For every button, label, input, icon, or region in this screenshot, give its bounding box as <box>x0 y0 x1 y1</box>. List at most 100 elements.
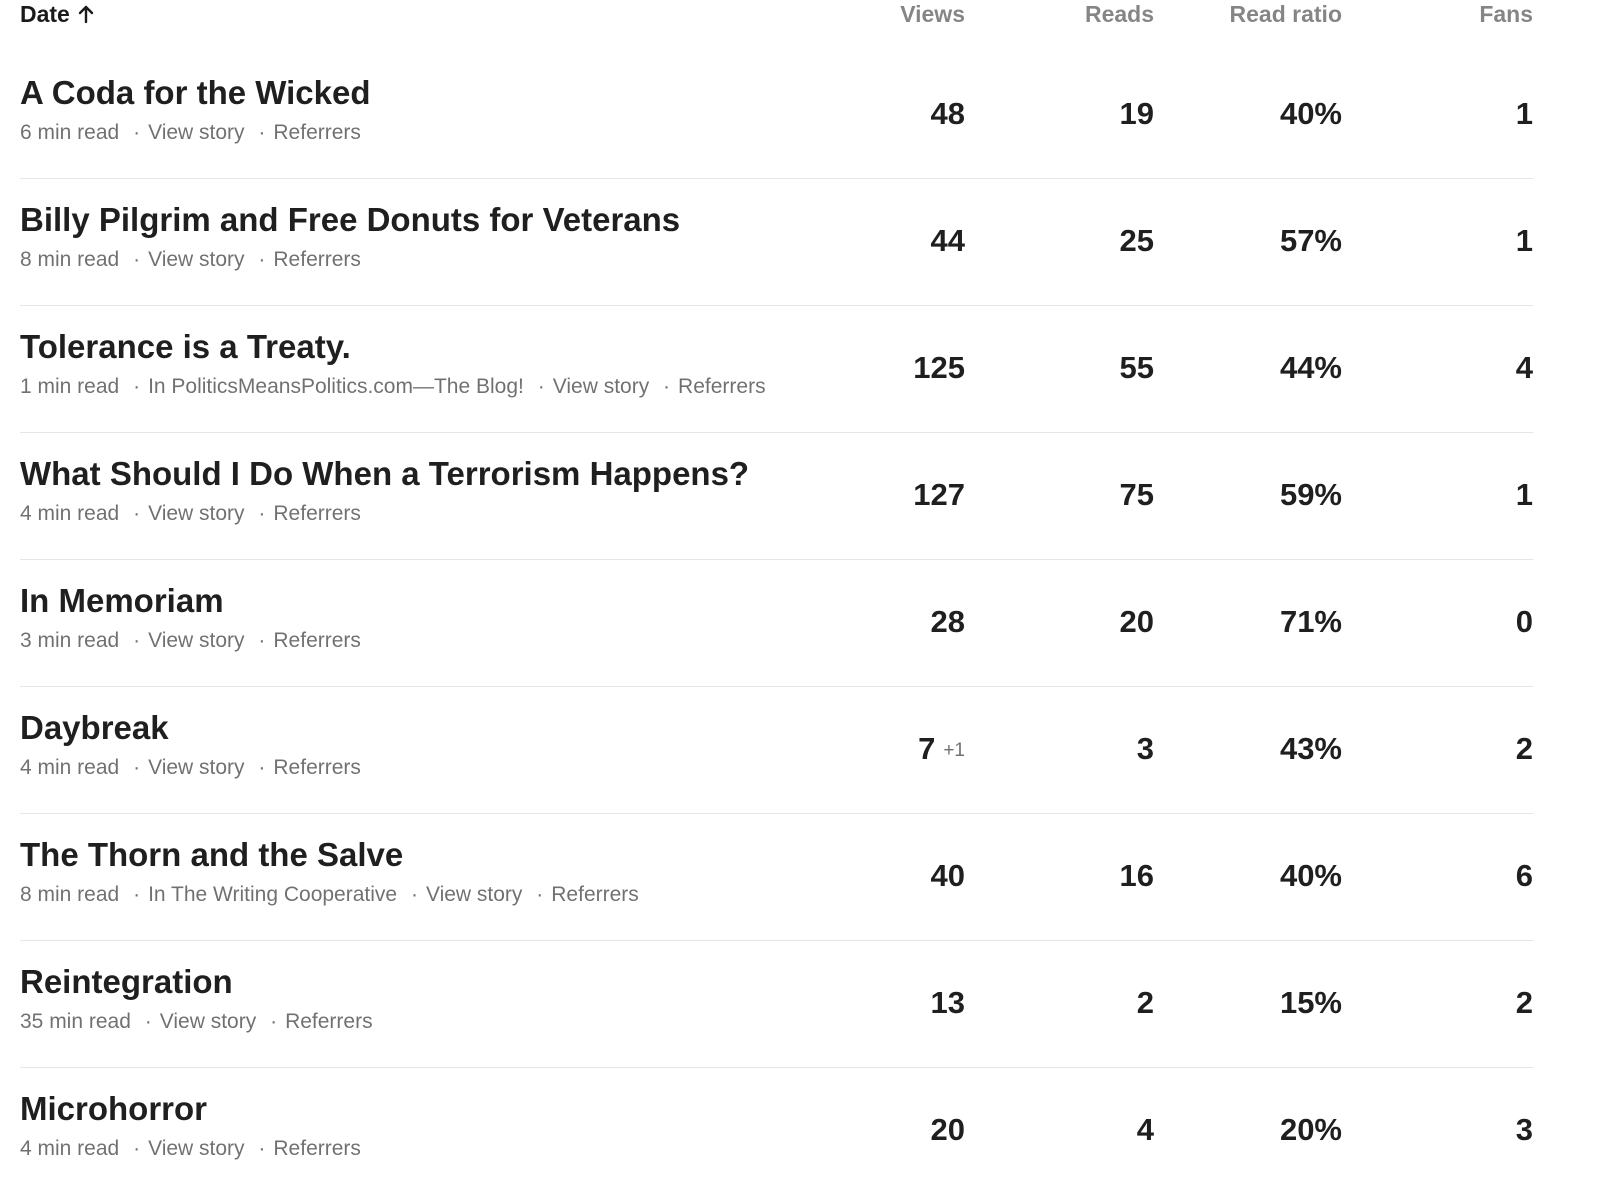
story-meta: 6 min read · View story · Referrers <box>20 119 361 147</box>
read-time: 35 min read <box>20 1010 131 1033</box>
story-title[interactable]: Microhorror <box>20 1090 208 1127</box>
reads-value: 20 <box>1119 604 1154 639</box>
views-value-cell: 48 <box>931 94 965 134</box>
views-value: 40 <box>930 858 965 893</box>
referrers-link[interactable]: Referrers <box>273 756 361 779</box>
views-value: 20 <box>930 1112 965 1147</box>
views-value-cell: 44 <box>931 221 965 261</box>
fans-value: 0 <box>1515 604 1533 639</box>
meta-separator: · <box>536 883 544 906</box>
fans-value: 2 <box>1515 731 1533 766</box>
meta-separator: · <box>144 1010 152 1033</box>
views-value: 48 <box>930 96 965 131</box>
view-story-link[interactable]: View story <box>159 1010 257 1033</box>
views-value-cell: 20 <box>931 1110 965 1150</box>
referrers-link[interactable]: Referrers <box>273 248 361 271</box>
meta-separator: · <box>258 756 266 779</box>
read-ratio-value: 40% <box>1279 96 1342 131</box>
read-ratio-value: 15% <box>1279 985 1342 1020</box>
views-value-cell: 127 <box>913 475 965 515</box>
story-row: The Thorn and the Salve 8 min read · In T… <box>20 814 1533 941</box>
meta-separator: · <box>133 502 141 525</box>
reads-value: 55 <box>1119 350 1154 385</box>
fans-column-header[interactable]: Fans <box>1479 1 1533 27</box>
view-story-link[interactable]: View story <box>552 375 650 398</box>
read-ratio-value: 20% <box>1279 1112 1342 1147</box>
meta-separator: · <box>663 375 671 398</box>
meta-separator: · <box>258 629 266 652</box>
story-meta: 8 min read · In The Writing Cooperative ·… <box>20 881 639 909</box>
date-column-header[interactable]: Date <box>20 0 94 28</box>
story-row: Microhorror 4 min read · View story · Refe… <box>20 1068 1533 1194</box>
story-meta: 8 min read · View story · Referrers <box>20 246 361 274</box>
read-ratio-value: 44% <box>1279 350 1342 385</box>
story-row: What Should I Do When a Terrorism Happen… <box>20 433 1533 560</box>
referrers-link[interactable]: Referrers <box>551 883 639 906</box>
referrers-link[interactable]: Referrers <box>273 502 361 525</box>
fans-value: 1 <box>1515 223 1533 258</box>
views-value-cell: 13 <box>931 983 965 1023</box>
view-story-link[interactable]: View story <box>148 248 245 271</box>
story-meta: 4 min read · View story · Referrers <box>20 1135 361 1163</box>
story-title[interactable]: Tolerance is a Treaty. <box>20 328 351 365</box>
story-title[interactable]: In Memoriam <box>20 582 224 619</box>
meta-separator: · <box>133 375 141 398</box>
story-meta: 4 min read · View story · Referrers <box>20 754 361 782</box>
view-story-link[interactable]: View story <box>148 121 245 144</box>
meta-separator: · <box>258 121 266 144</box>
view-story-link[interactable]: View story <box>425 883 523 906</box>
read-time: 8 min read <box>20 883 120 906</box>
reads-value: 25 <box>1119 223 1154 258</box>
story-title[interactable]: The Thorn and the Salve <box>20 836 404 873</box>
referrers-link[interactable]: Referrers <box>285 1010 373 1033</box>
story-title[interactable]: A Coda for the Wicked <box>20 74 371 111</box>
views-value-cell: 125 <box>913 348 965 388</box>
reads-value: 16 <box>1119 858 1154 893</box>
meta-separator: · <box>258 502 266 525</box>
referrers-link[interactable]: Referrers <box>273 629 361 652</box>
story-row: Reintegration 35 min read · View story · R… <box>20 941 1533 1068</box>
publication-link[interactable]: In The Writing Cooperative <box>148 883 398 906</box>
view-story-link[interactable]: View story <box>148 1137 245 1160</box>
fans-value: 1 <box>1515 96 1533 131</box>
reads-column-header[interactable]: Reads <box>1084 1 1154 27</box>
meta-separator: · <box>258 248 266 271</box>
views-value: 125 <box>913 350 965 385</box>
view-story-link[interactable]: View story <box>148 502 245 525</box>
story-title[interactable]: What Should I Do When a Terrorism Happen… <box>20 455 750 492</box>
meta-separator: · <box>537 375 545 398</box>
views-column-header[interactable]: Views <box>900 1 965 27</box>
referrers-link[interactable]: Referrers <box>678 375 766 398</box>
meta-separator: · <box>133 883 141 906</box>
referrers-link[interactable]: Referrers <box>273 121 361 144</box>
referrers-link[interactable]: Referrers <box>273 1137 361 1160</box>
read-time: 3 min read <box>20 629 120 652</box>
publication-wrap: · In PoliticsMeansPolitics.com—The Blog! <box>125 375 530 398</box>
meta-separator: · <box>133 248 141 271</box>
story-title[interactable]: Reintegration <box>20 963 233 1000</box>
meta-separator: · <box>133 756 141 779</box>
reads-value: 19 <box>1119 96 1154 131</box>
read-ratio-column-header[interactable]: Read ratio <box>1229 1 1342 27</box>
table-header: Date Views Reads Read ratio Fans <box>20 0 1533 52</box>
read-ratio-value: 71% <box>1279 604 1342 639</box>
date-header-label: Date <box>20 1 70 27</box>
publication-link[interactable]: In PoliticsMeansPolitics.com—The Blog! <box>148 375 524 398</box>
view-story-link[interactable]: View story <box>148 756 245 779</box>
story-title[interactable]: Daybreak <box>20 709 169 746</box>
reads-value: 4 <box>1136 1112 1154 1147</box>
view-story-link[interactable]: View story <box>148 629 245 652</box>
fans-value: 3 <box>1515 1112 1533 1147</box>
story-title[interactable]: Billy Pilgrim and Free Donuts for Vetera… <box>20 201 681 238</box>
arrow-up-icon <box>78 5 94 24</box>
meta-separator: · <box>133 121 141 144</box>
meta-separator: · <box>258 1137 266 1160</box>
meta-separator: · <box>133 629 141 652</box>
story-meta: 35 min read · View story · Referrers <box>20 1008 373 1036</box>
story-meta: 4 min read · View story · Referrers <box>20 500 361 528</box>
views-value: 44 <box>930 223 965 258</box>
meta-separator: · <box>270 1010 278 1033</box>
views-value-cell: 28 <box>931 602 965 642</box>
read-time: 4 min read <box>20 502 120 525</box>
fans-value: 6 <box>1515 858 1533 893</box>
